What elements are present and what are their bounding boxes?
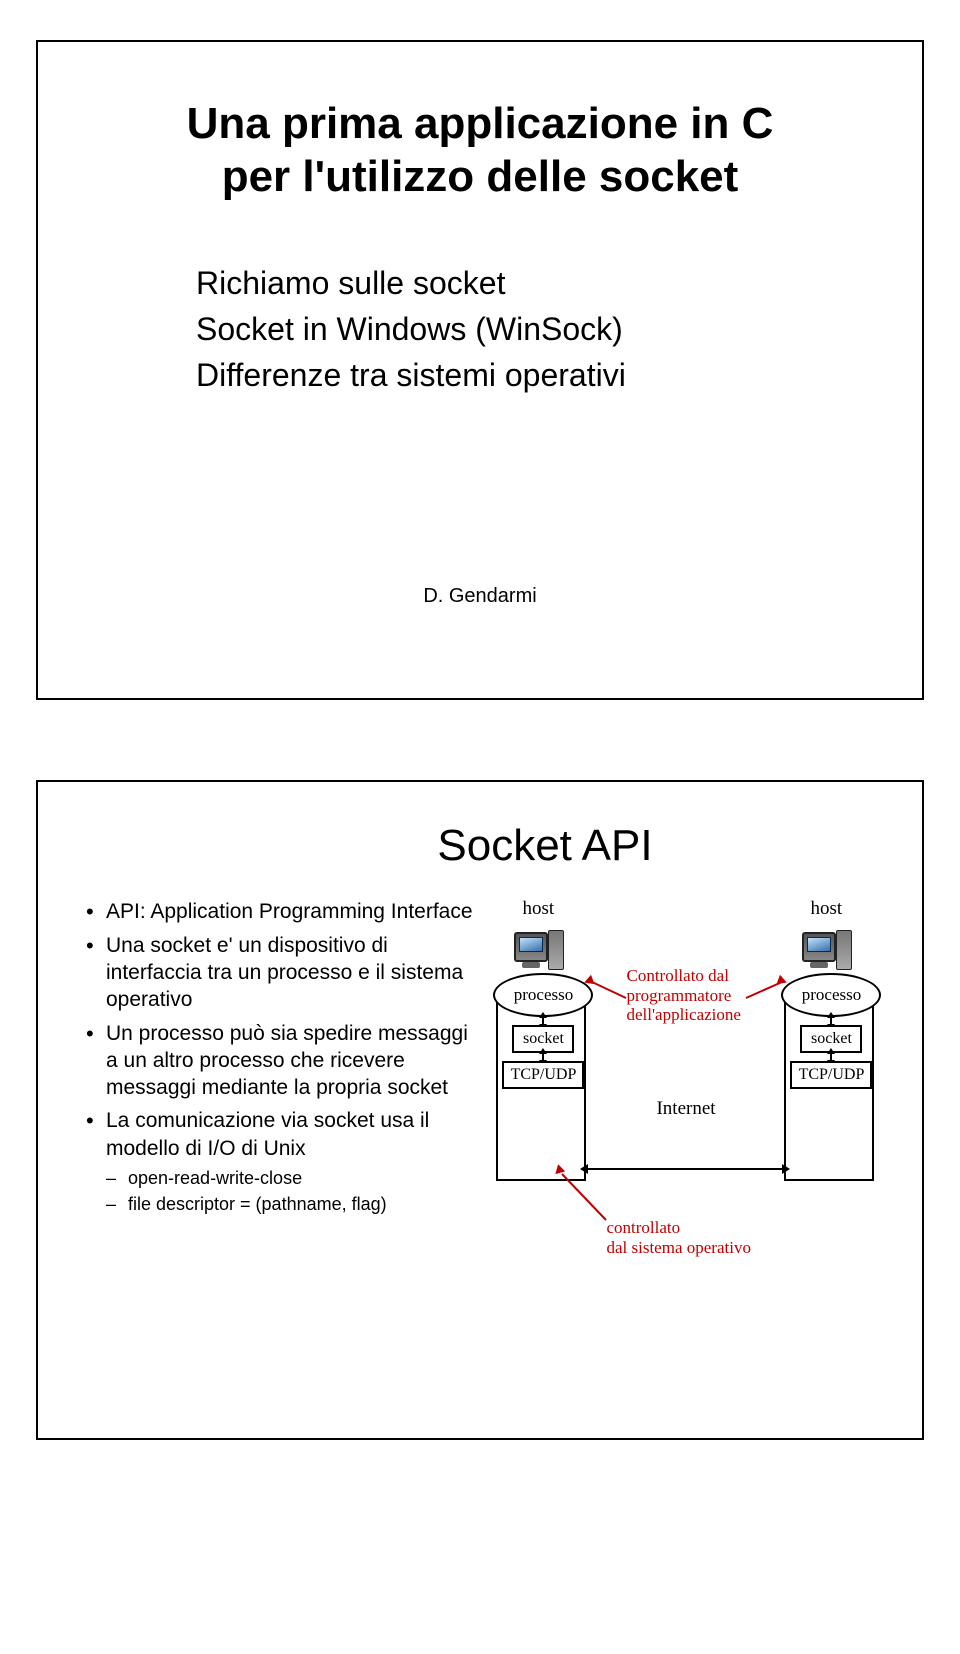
- socket-label: socket: [523, 1030, 564, 1048]
- slide1-body-line3: Differenze tra sistemi operativi: [196, 352, 874, 398]
- subbullet-text: open-read-write-close: [128, 1168, 302, 1188]
- double-arrow-icon: [830, 1017, 832, 1025]
- internet-arrow-icon: [586, 1168, 784, 1170]
- process-oval: processo: [493, 973, 593, 1017]
- host-label-left: host: [522, 898, 554, 920]
- protocol-stack-right: processo socket TCP/UDP: [784, 993, 874, 1181]
- slide1-title: Una prima applicazione in C per l'utiliz…: [86, 98, 874, 204]
- slide2-diagram: host host processo socket: [496, 898, 874, 1328]
- double-arrow-icon: [542, 1017, 544, 1025]
- red-label-line: Controllato dal: [626, 966, 728, 985]
- bullet-item: Una socket e' un dispositivo di interfac…: [86, 932, 480, 1014]
- monitor-base-icon: [810, 962, 828, 968]
- bullet-item: La comunicazione via socket usa il model…: [86, 1107, 480, 1216]
- double-arrow-icon: [542, 1053, 544, 1061]
- socket-label: socket: [811, 1030, 852, 1048]
- monitor-icon: [802, 932, 836, 962]
- host-label-right: host: [810, 898, 842, 920]
- protocol-stack-left: processo socket TCP/UDP: [496, 993, 586, 1181]
- red-label-line: controllato: [606, 1218, 680, 1237]
- controlled-by-programmer-label: Controllato dal programmatore dell'appli…: [626, 966, 740, 1025]
- controlled-by-os-label: controllato dal sistema operativo: [606, 1218, 750, 1257]
- subbullet-item: open-read-write-close: [106, 1166, 480, 1190]
- slide1-title-line2: per l'utilizzo delle socket: [222, 152, 739, 201]
- slide2-title: Socket API: [216, 822, 874, 870]
- slide1-body-line2: Socket in Windows (WinSock): [196, 306, 874, 352]
- bullet-text: API: Application Programming Interface: [106, 900, 473, 923]
- slide-2: Socket API API: Application Programming …: [36, 780, 924, 1440]
- double-arrow-icon: [830, 1053, 832, 1061]
- slide1-body: Richiamo sulle socket Socket in Windows …: [196, 260, 874, 399]
- slide1-title-line1: Una prima applicazione in C: [187, 99, 774, 148]
- slide-1: Una prima applicazione in C per l'utiliz…: [36, 40, 924, 700]
- transport-box: TCP/UDP: [502, 1061, 584, 1089]
- monitor-icon: [514, 932, 548, 962]
- bullet-item: Un processo può sia spedire messaggi a u…: [86, 1020, 480, 1102]
- red-arrow-icon: [556, 1168, 612, 1224]
- red-label-line: dell'applicazione: [626, 1005, 740, 1024]
- transport-label: TCP/UDP: [799, 1066, 865, 1084]
- slide1-author: D. Gendarmi: [38, 585, 922, 608]
- transport-box: TCP/UDP: [790, 1061, 872, 1089]
- slide2-columns: API: Application Programming Interface U…: [86, 898, 874, 1328]
- process-label: processo: [802, 985, 861, 1005]
- slide2-bullets: API: Application Programming Interface U…: [86, 898, 480, 1222]
- bullet-text: Un processo può sia spedire messaggi a u…: [106, 1022, 468, 1100]
- process-oval: processo: [781, 973, 881, 1017]
- slide1-body-line1: Richiamo sulle socket: [196, 260, 874, 306]
- monitor-base-icon: [522, 962, 540, 968]
- red-label-line: programmatore: [626, 986, 731, 1005]
- page: Una prima applicazione in C per l'utiliz…: [0, 0, 960, 1480]
- internet-label: Internet: [656, 1098, 715, 1120]
- bullet-text: Una socket e' un dispositivo di interfac…: [106, 934, 463, 1012]
- transport-label: TCP/UDP: [511, 1066, 577, 1084]
- process-label: processo: [514, 985, 573, 1005]
- subbullet-text: file descriptor = (pathname, flag): [128, 1194, 387, 1214]
- red-label-line: dal sistema operativo: [606, 1238, 750, 1257]
- bullet-item: API: Application Programming Interface: [86, 898, 480, 925]
- tower-icon: [836, 930, 852, 970]
- subbullet-item: file descriptor = (pathname, flag): [106, 1192, 480, 1216]
- bullet-text: La comunicazione via socket usa il model…: [106, 1109, 429, 1159]
- tower-icon: [548, 930, 564, 970]
